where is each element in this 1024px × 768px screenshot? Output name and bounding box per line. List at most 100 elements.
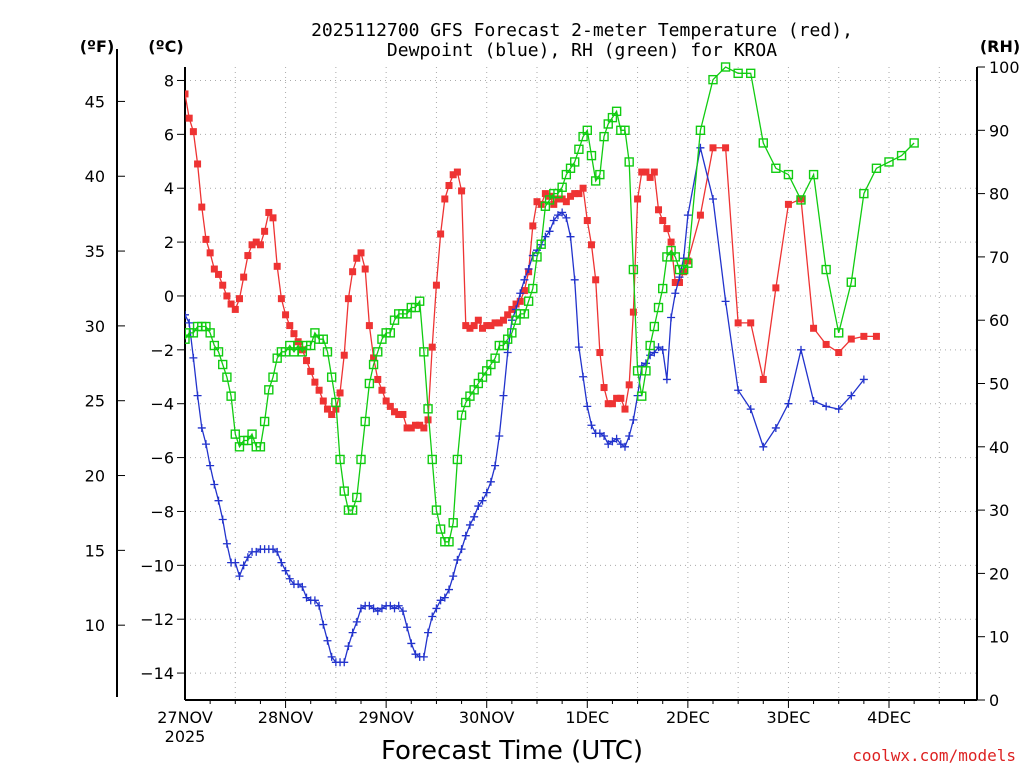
temperature-point (772, 284, 780, 292)
dewpoint-point (721, 297, 730, 306)
rh-tick-label: 70 (989, 248, 1009, 267)
dewpoint-point (390, 604, 399, 613)
temperature-point (596, 349, 604, 357)
dewpoint-point (386, 601, 395, 610)
dewpoint-point (273, 547, 282, 556)
dewpoint-point (667, 313, 676, 322)
dewpoint-point (621, 442, 629, 451)
temperature-point (273, 262, 281, 270)
fahrenheit-tick-label: 40 (85, 167, 105, 186)
dewpoint-point (587, 421, 596, 430)
rh-point (611, 106, 622, 117)
dewpoint-point (436, 596, 445, 605)
temperature-point (261, 227, 269, 235)
fahrenheit-tick-label: 25 (85, 392, 105, 411)
dewpoint-point (629, 415, 638, 424)
rh-point (528, 283, 538, 294)
dewpoint-point (424, 628, 433, 637)
rh-point (658, 283, 668, 294)
temperature-point (428, 343, 436, 351)
temperature-point (847, 335, 855, 343)
rh-point (846, 277, 856, 287)
rh-point (834, 328, 844, 338)
temperature-point (671, 278, 679, 286)
temperature-point (227, 300, 235, 308)
celsius-tick-label: −6 (150, 449, 174, 468)
rh-point (909, 138, 919, 148)
dewpoint-point (218, 515, 227, 524)
rh-point (796, 195, 806, 205)
dewpoint-point (541, 232, 550, 241)
dewpoint-point (222, 539, 231, 548)
rh-point (419, 347, 429, 357)
temperature-point (655, 206, 663, 214)
rh-point (322, 347, 333, 357)
chart-title-line-1: 2025112700 GFS Forecast 2-meter Temperat… (311, 20, 853, 41)
temperature-point (202, 235, 210, 243)
rh-tick-label: 90 (989, 121, 1009, 140)
temperature-point (600, 384, 608, 392)
dewpoint-point (323, 636, 332, 645)
temperature-point (416, 421, 424, 429)
dewpoint-point (231, 558, 240, 567)
temperature-point (696, 211, 704, 219)
temperature-point (219, 281, 227, 289)
x-tick-label: 29NOV (358, 708, 414, 727)
dewpoint-point (419, 652, 428, 661)
dewpoint-point (394, 601, 403, 610)
temperature-point (567, 192, 575, 200)
dewpoint-point (277, 558, 286, 567)
temperature-point (277, 295, 285, 303)
temperature-point (948, 0, 955, 7)
celsius-tick-label: −10 (140, 556, 174, 575)
rh-tick-label: 50 (989, 375, 1009, 394)
temperature-point (634, 195, 642, 203)
dewpoint-point (612, 434, 621, 443)
chart-title-line-2: Dewpoint (blue), RH (green) for KROA (387, 40, 777, 61)
temperature-point (319, 397, 327, 405)
dewpoint-point (646, 351, 655, 360)
rh-point (318, 334, 328, 344)
temperature-point (675, 278, 683, 286)
temperature-point (424, 416, 432, 424)
celsius-tick-label: 0 (164, 287, 174, 306)
dewpoint-point (583, 402, 592, 411)
temperature-point (554, 195, 562, 203)
temperature-point (491, 319, 499, 327)
dewpoint-point (197, 423, 206, 432)
temperature-point (449, 171, 457, 179)
dewpoint-point (189, 353, 198, 362)
temperature-point (709, 144, 717, 152)
rh-tick-label: 100 (989, 58, 1020, 77)
temperature-point (587, 241, 595, 249)
rh-point (783, 169, 794, 180)
temperature-point (441, 195, 449, 203)
temperature-point (340, 351, 348, 359)
x-tick-label: 3DEC (767, 708, 811, 727)
dewpoint-point (566, 232, 575, 241)
temperature-point (240, 273, 248, 281)
dewpoint-point (281, 566, 290, 575)
dewpoint-point (449, 572, 458, 581)
dewpoint-point (797, 345, 805, 354)
dewpoint-point (201, 440, 210, 449)
dewpoint-point (252, 547, 261, 556)
temperature-point (386, 402, 394, 410)
temperature-point (608, 400, 616, 408)
dewpoint-point (608, 437, 617, 446)
temperature-point (223, 292, 231, 300)
temperature-point (185, 90, 189, 98)
dewpoint-point (675, 273, 684, 282)
axes: 86420−2−4−6−8−10−12−14454035302520151010… (85, 49, 1020, 746)
temperature-point (290, 330, 298, 338)
rh-point (758, 138, 768, 148)
rh-point (628, 264, 639, 275)
dewpoint-point (315, 601, 324, 610)
temperature-point (286, 322, 294, 330)
temperature-point (282, 311, 290, 319)
temperature-point (382, 397, 390, 405)
temperature-point (936, 0, 943, 7)
rh-point (427, 454, 437, 465)
rh-point (385, 328, 396, 338)
temperature-point (974, 0, 981, 7)
